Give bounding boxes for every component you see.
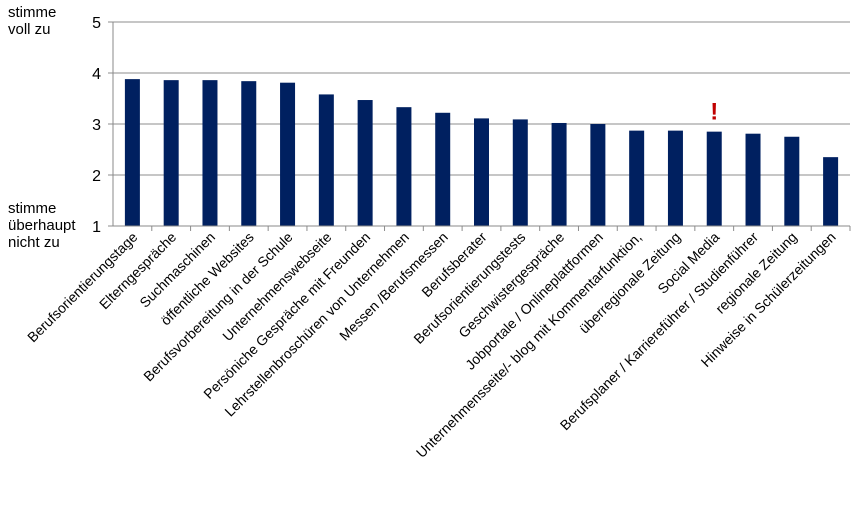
bar: [280, 82, 296, 226]
y-tick-label: 4: [92, 66, 101, 83]
x-axis-labels: BerufsorientierungstageElterngesprächeSu…: [24, 226, 851, 461]
bar: [357, 100, 373, 226]
y-tick-label: 2: [92, 168, 101, 185]
y-tick-label: 3: [92, 117, 101, 134]
bar: [396, 107, 412, 226]
bar: [551, 122, 567, 226]
bar: [318, 94, 334, 226]
bar: [512, 119, 528, 226]
y-axis-ticks: 1 2 3 4 5: [92, 15, 113, 236]
annotations: !: [710, 99, 718, 126]
bar: [784, 136, 800, 226]
bars: [124, 79, 839, 227]
bar: [667, 130, 683, 226]
bar: [745, 133, 761, 226]
exclamation-marker: !: [710, 99, 718, 126]
bar: [435, 112, 451, 226]
bar: [629, 130, 645, 226]
bar: [124, 79, 140, 227]
bar: [202, 80, 218, 226]
bar: [474, 118, 489, 226]
bar: [163, 80, 179, 226]
y-tick-label: 5: [92, 15, 101, 32]
y-tick-label: 1: [92, 219, 101, 236]
bar: [706, 131, 722, 226]
bar: [823, 157, 839, 226]
y-axis-top-label: stimme voll zu: [8, 4, 57, 38]
bar: [590, 124, 606, 226]
y-axis-bottom-label: stimme überhaupt nicht zu: [8, 200, 76, 251]
bar: [241, 81, 257, 226]
